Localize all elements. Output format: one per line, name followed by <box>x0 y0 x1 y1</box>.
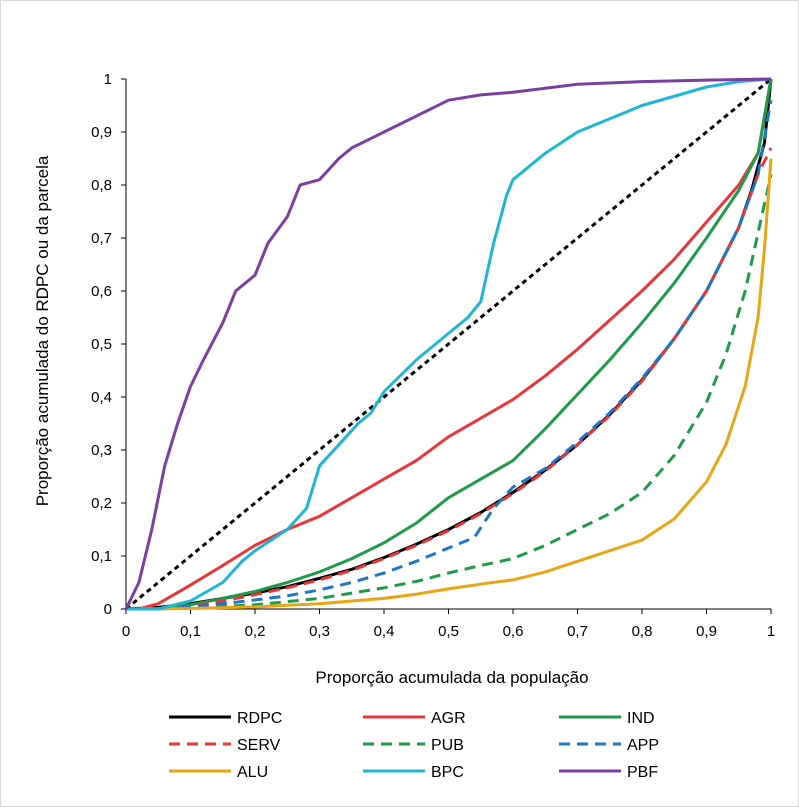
series-layer <box>124 77 773 611</box>
legend-label: BPC <box>431 764 464 781</box>
y-tick-label: 0,5 <box>91 336 112 353</box>
y-tick-label: 0,1 <box>91 548 112 565</box>
x-ticks: 0 0,1 0,2 0,3 0,4 0,5 0,6 0,7 0,8 0,9 1 <box>122 609 775 640</box>
x-tick-label: 0 <box>122 623 130 640</box>
x-tick-label: 0,5 <box>438 623 459 640</box>
series-line-app <box>126 99 773 611</box>
x-tick-label: 0,6 <box>503 623 524 640</box>
y-tick-label: 0,7 <box>91 230 112 247</box>
legend-item-ind: IND <box>559 710 655 727</box>
legend-label: RDPC <box>237 710 282 727</box>
series-line-ind <box>126 78 773 611</box>
x-tick-label: 0,3 <box>309 623 330 640</box>
legend-item-bpc: BPC <box>363 764 464 781</box>
legend-item-rdpc: RDPC <box>169 710 282 727</box>
x-tick-label: 0,9 <box>696 623 717 640</box>
y-tick-label: 0,4 <box>91 389 112 406</box>
series-line-serv <box>126 147 773 611</box>
series-line-agr <box>126 78 773 611</box>
x-tick-label: 0,1 <box>180 623 201 640</box>
x-tick-label: 1 <box>767 623 775 640</box>
legend-item-alu: ALU <box>169 764 268 781</box>
legend-label: PUB <box>431 737 464 754</box>
y-tick-label: 0,6 <box>91 283 112 300</box>
x-axis-title: Proporção acumulada da população <box>315 668 588 687</box>
equality-line <box>125 77 772 611</box>
series-line-alu <box>125 158 773 611</box>
legend-item-serv: SERV <box>169 737 281 754</box>
series-line-pbf <box>124 77 772 610</box>
x-tick-label: 0,8 <box>632 623 653 640</box>
legend-label: IND <box>627 710 655 727</box>
y-tick-label: 0,9 <box>91 124 112 141</box>
y-tick-label: 0 <box>104 601 112 618</box>
series-line-bpc <box>126 77 772 611</box>
legend-label: PBF <box>627 764 658 781</box>
legend-label: AGR <box>431 710 466 727</box>
y-axis-title: Proporção acumulada do RDPC ou da parcel… <box>33 155 52 506</box>
y-tick-label: 0,8 <box>91 177 112 194</box>
y-tick-label: 1 <box>104 71 112 88</box>
x-tick-label: 0,2 <box>245 623 266 640</box>
y-tick-label: 0,2 <box>91 495 112 512</box>
legend-item-agr: AGR <box>363 710 466 727</box>
legend-item-pub: PUB <box>363 737 464 754</box>
y-ticks: 0 0,1 0,2 0,3 0,4 0,5 0,6 0,7 0,8 0,9 1 <box>91 71 126 618</box>
legend-label: SERV <box>237 737 281 754</box>
legend-item-app: APP <box>559 737 659 754</box>
legend: RDPC AGR IND SERV PUB APP ALU BPC PBF <box>169 710 659 781</box>
x-tick-label: 0,4 <box>374 623 395 640</box>
legend-label: APP <box>627 737 659 754</box>
legend-label: ALU <box>237 764 268 781</box>
legend-item-pbf: PBF <box>559 764 658 781</box>
series-line-pub <box>125 174 773 611</box>
x-tick-label: 0,7 <box>567 623 588 640</box>
y-tick-label: 0,3 <box>91 442 112 459</box>
